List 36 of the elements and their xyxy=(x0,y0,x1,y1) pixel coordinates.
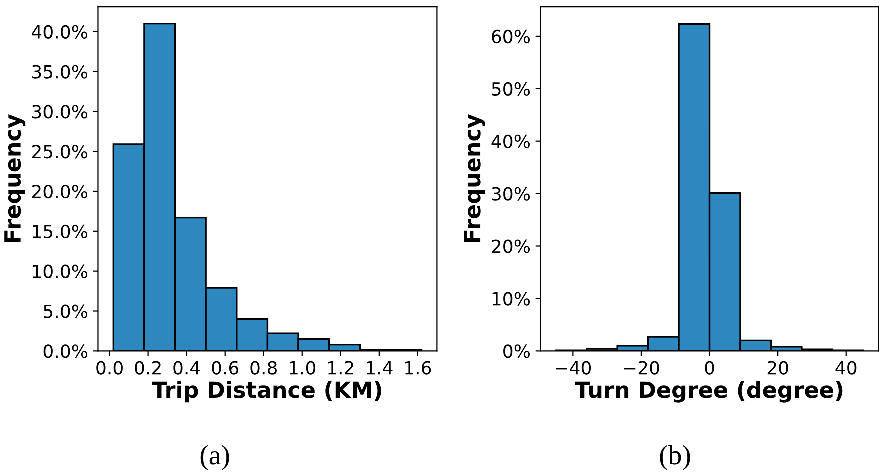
y-tick-label: 25.0% xyxy=(32,145,88,159)
x-tick-label: 0.6 xyxy=(212,361,239,375)
y-tick-label: 30.0% xyxy=(32,105,88,119)
y-tick-label: 20% xyxy=(492,240,530,254)
y-tick-label: 40% xyxy=(492,134,530,148)
x-tick-label: 0.2 xyxy=(135,361,161,375)
x-tick-label: 0.4 xyxy=(174,361,200,375)
y-tick-label: 40.0% xyxy=(32,25,88,39)
x-tick-label: 0.0 xyxy=(96,361,123,375)
x-tick-label: −20 xyxy=(624,361,660,375)
y-tick-label: 60% xyxy=(492,30,530,44)
x-tick-label: 0 xyxy=(705,361,714,375)
x-tick-label: 1.2 xyxy=(328,361,354,375)
x-tick-label: 1.6 xyxy=(406,361,432,375)
text: (b) xyxy=(660,445,690,470)
x-tick-label: 1.0 xyxy=(290,361,316,375)
y-tick-label: 0.0% xyxy=(44,344,88,358)
y-tick-label: 35.0% xyxy=(32,65,88,79)
y-axis-title: Frequency xyxy=(464,114,486,242)
x-axis-title: Turn Degree (degree) xyxy=(575,381,843,403)
y-tick-label: 20.0% xyxy=(32,184,88,199)
y-tick-label: 30% xyxy=(492,187,530,201)
y-tick-label: 15.0% xyxy=(33,224,88,239)
y-axis-title: Frequency xyxy=(4,114,26,242)
x-axis-title: Trip Distance (KM) xyxy=(152,381,382,403)
x-tick-label: 20 xyxy=(768,361,788,375)
x-tick-label: 0.8 xyxy=(250,361,277,375)
y-tick-label: 50% xyxy=(492,82,530,96)
y-tick-label: 0% xyxy=(504,344,530,358)
x-tick-label: 1.4 xyxy=(367,361,393,375)
text: (a) xyxy=(200,445,230,470)
y-tick-label: 5.0% xyxy=(44,304,88,318)
x-tick-label: 40 xyxy=(836,361,857,375)
y-tick-label: 10.0% xyxy=(33,264,88,278)
x-tick-label: −40 xyxy=(556,361,592,375)
y-tick-label: 10% xyxy=(492,292,530,306)
